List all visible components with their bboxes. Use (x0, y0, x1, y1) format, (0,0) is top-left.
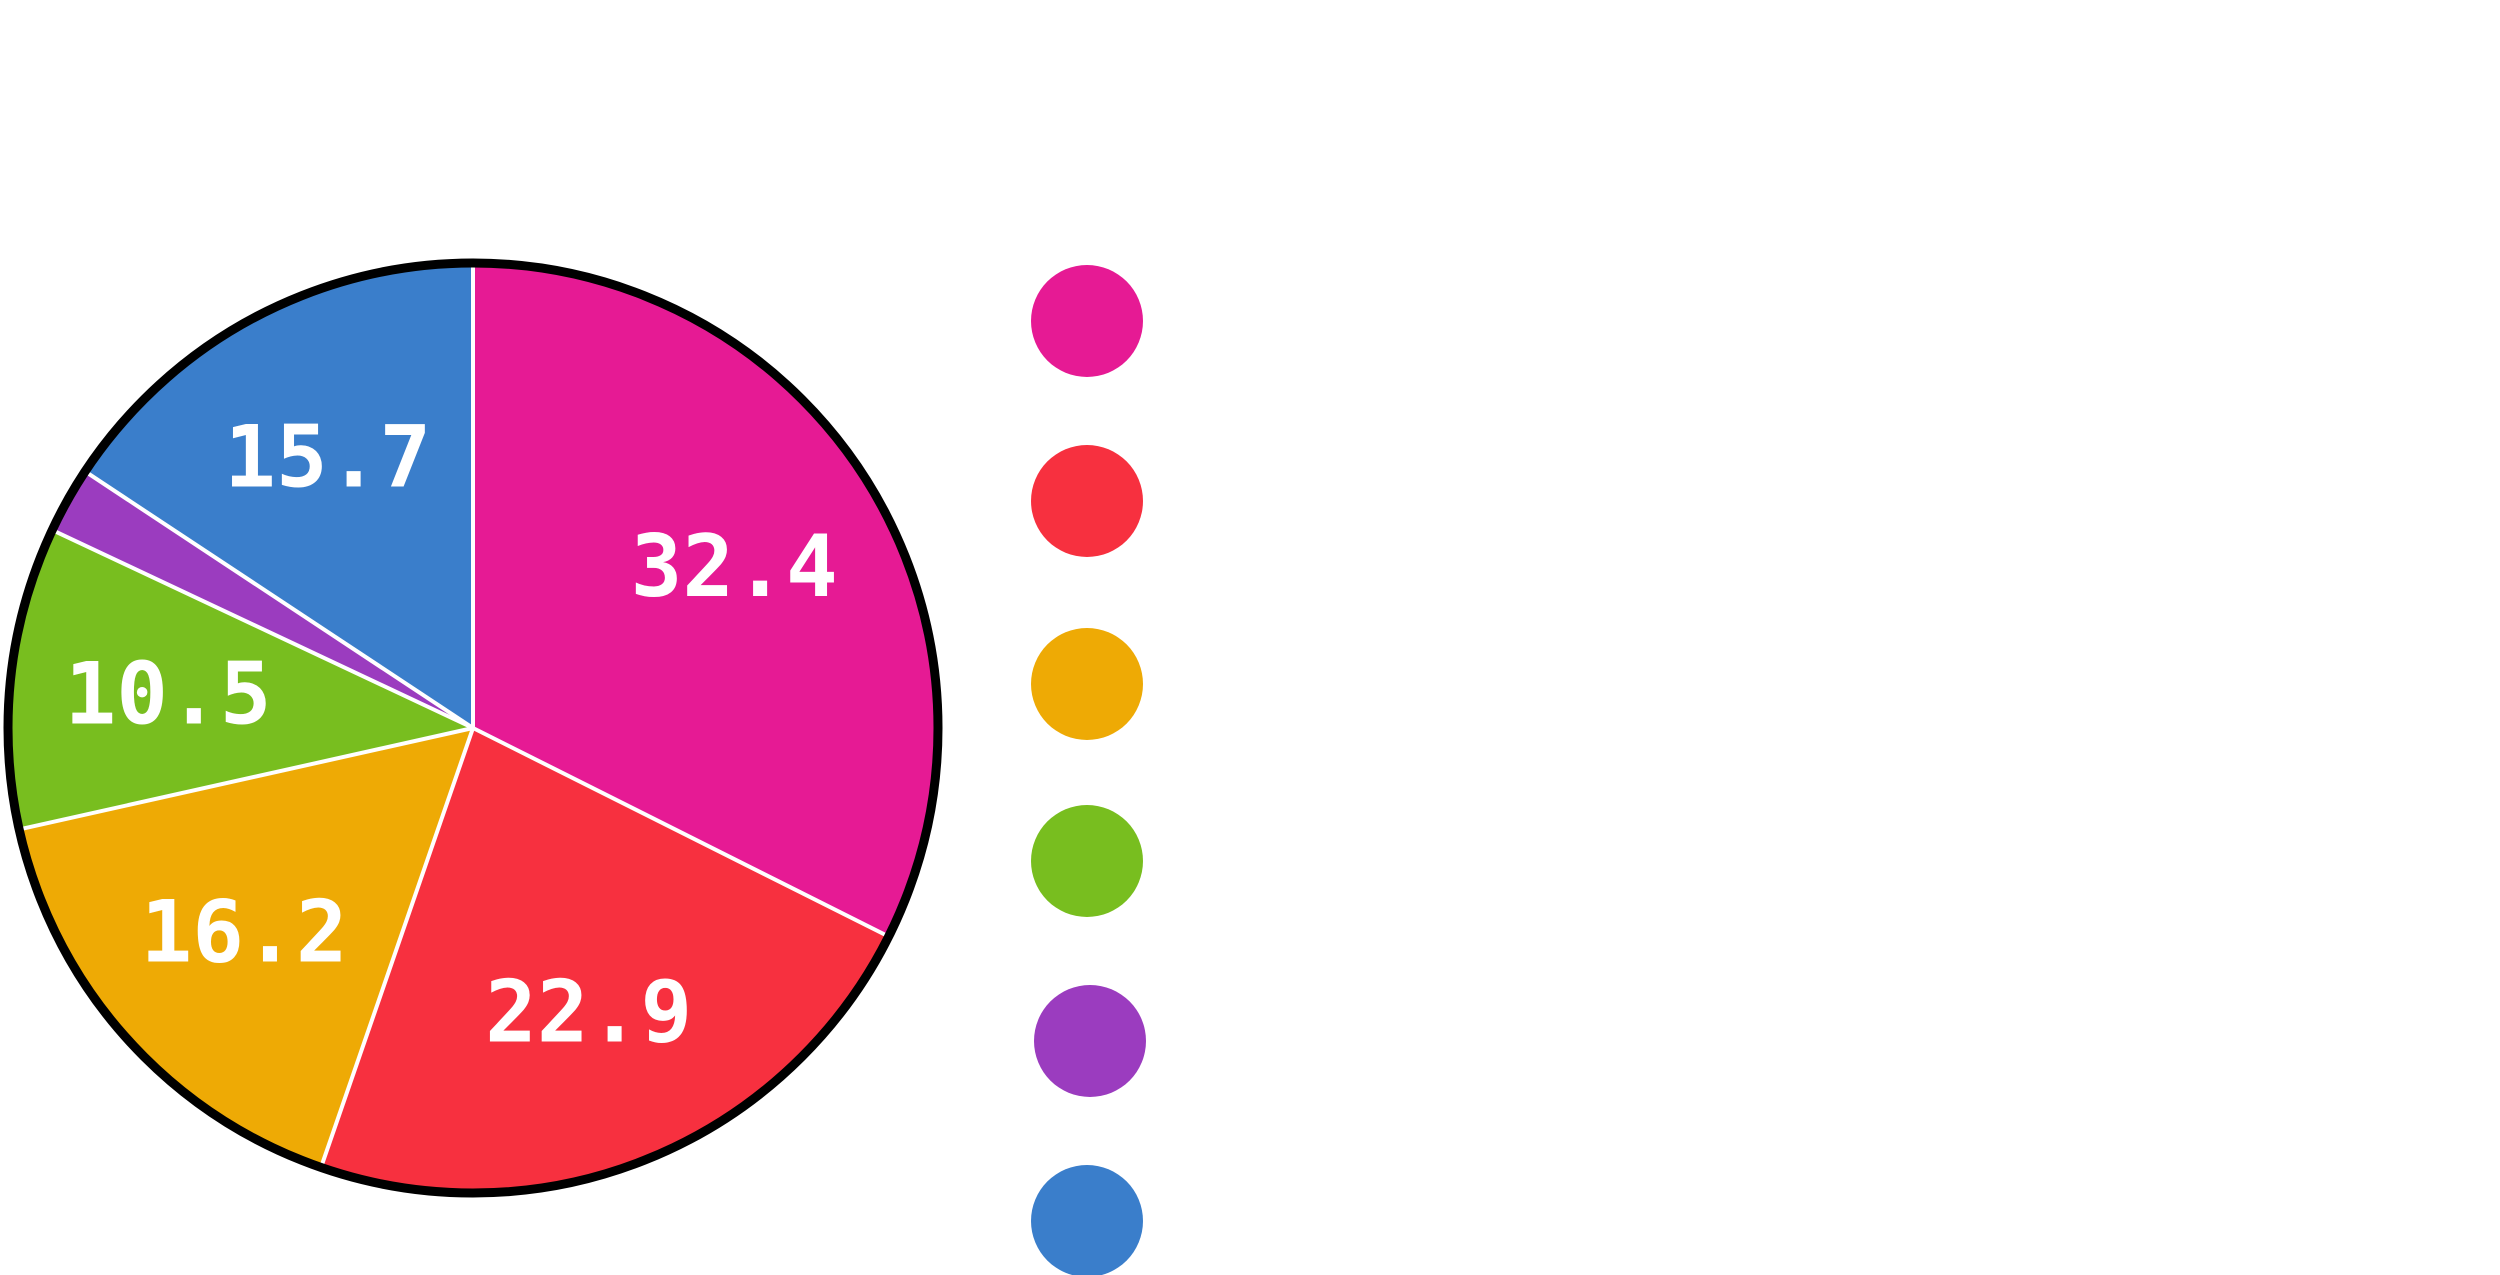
slice-separator-6 (84, 469, 475, 730)
pie-slice-5 (52, 471, 473, 728)
slice-separator-4 (18, 726, 474, 832)
slice-label-4: 10.5 (64, 644, 271, 744)
slice-labels: 32.4 22.9 16.2 10.5 15.7 (64, 408, 837, 1063)
slice-label-2: 22.9 (485, 962, 692, 1062)
legend-marker-5 (1034, 985, 1146, 1097)
pie-slice-6 (85, 263, 474, 728)
pie-slice-2 (321, 728, 889, 1193)
slice-label-1: 32.4 (631, 517, 838, 617)
slice-label-3: 16.2 (141, 882, 348, 982)
legend-marker-3 (1031, 628, 1143, 740)
legend-marker-1 (1031, 265, 1143, 377)
slice-label-6: 15.7 (224, 408, 431, 508)
slice-separator-2 (472, 726, 890, 939)
legend-marker-6 (1031, 1165, 1143, 1275)
pie-slice-1 (473, 263, 939, 937)
slice-separator-3 (319, 727, 475, 1169)
pie-slices (8, 263, 939, 1193)
slice-separator-5 (51, 528, 474, 730)
legend-marker-2 (1031, 445, 1143, 557)
legend-marker-4 (1031, 805, 1143, 917)
pie-outline (3, 258, 943, 1198)
legend (1031, 265, 1146, 1275)
pie-slice-3 (19, 728, 473, 1168)
pie-slice-4 (8, 530, 473, 830)
slice-separators (18, 263, 890, 1169)
